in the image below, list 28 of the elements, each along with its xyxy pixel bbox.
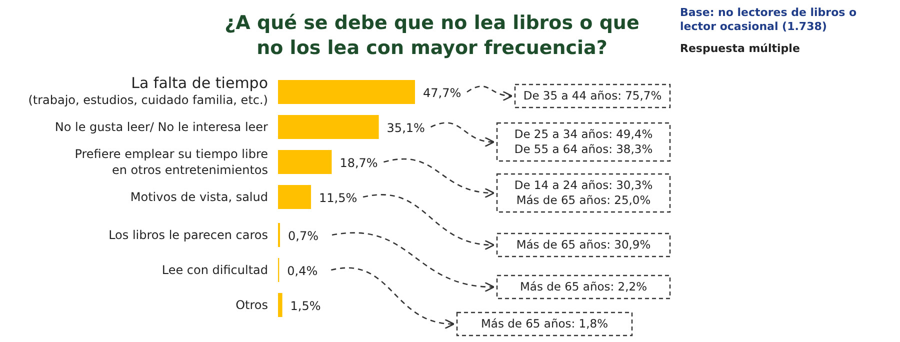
bar — [278, 115, 379, 139]
data-label: 35,1% — [386, 121, 425, 135]
text: De 25 a 34 años: 49,4% De 55 a 64 años: 38,3% — [514, 127, 653, 156]
text: De 14 a 24 años: 30,3% Más de 65 años: 25,0% — [514, 178, 653, 207]
text: Más de 65 años: 30,9% — [516, 238, 651, 252]
bar — [278, 293, 282, 317]
y-tick-label: Otros — [236, 298, 268, 312]
text: Respuesta múltiple — [680, 42, 800, 55]
data-label: 18,7% — [340, 156, 378, 170]
y-tick-label: Motivos de vista, salud — [130, 190, 268, 204]
data-label: 0,7% — [288, 229, 319, 243]
text: Más de 65 años: 1,8% — [480, 316, 608, 330]
bar — [278, 150, 332, 174]
bar — [278, 80, 415, 104]
chart-title: ¿A qué se debe que no lea libros o que no los lea con mayor frecuencia? — [224, 12, 640, 59]
data-label: 0,4% — [287, 264, 318, 278]
data-label: 47,7% — [423, 86, 462, 100]
y-tick-label: Lee con dificultad — [162, 263, 268, 277]
text: Base: no lectores de libros o lector ocasional (1.738) — [680, 6, 858, 33]
y-tick-label: No le gusta leer/ No le interesa leer — [54, 120, 268, 134]
bar — [278, 185, 312, 209]
y-tick-label: La falta de tiempo (trabajo, estudios, cuidado familia, etc.) — [28, 74, 268, 107]
data-label: 1,5% — [290, 299, 321, 313]
y-tick-label: Prefiere emplear su tiempo libre en otros entretenimientos — [74, 147, 268, 177]
text: Más de 65 años: 2,2% — [520, 280, 648, 294]
data-label: 11,5% — [319, 191, 358, 205]
y-tick-label: Los libros le parecen caros — [108, 228, 268, 242]
text: De 35 a 44 años: 75,7% — [523, 88, 662, 102]
